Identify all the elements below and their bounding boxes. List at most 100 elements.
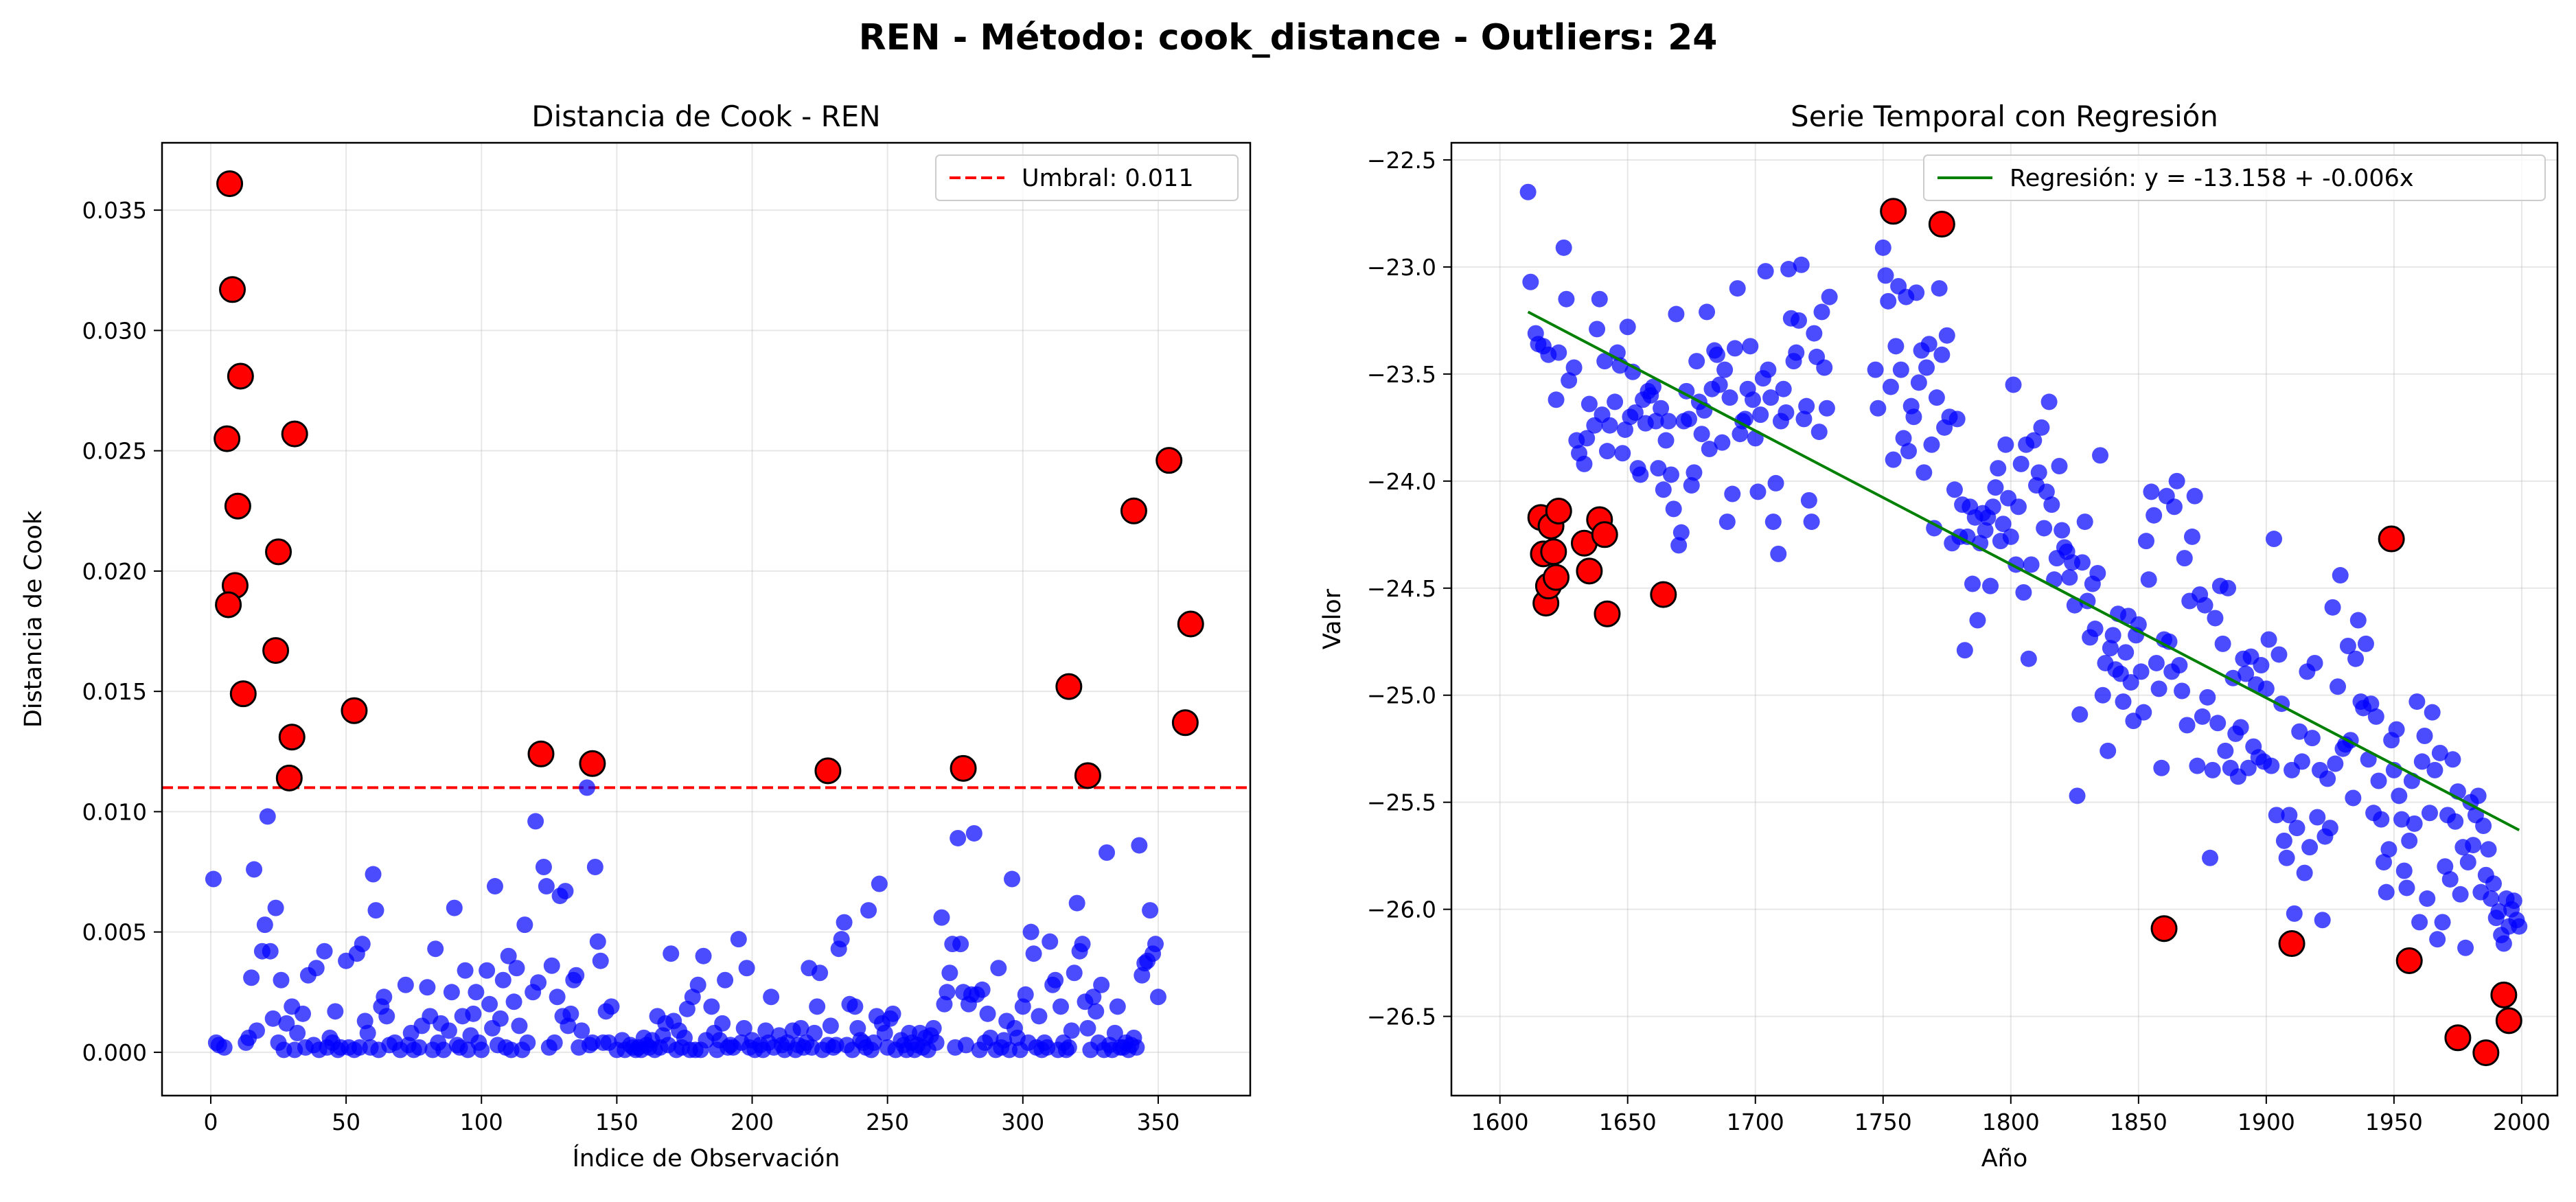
data-point [1956, 642, 1973, 659]
data-point [1790, 312, 1807, 329]
data-point [1681, 411, 1698, 428]
data-point [1632, 466, 1649, 483]
outlier-point [214, 425, 241, 452]
data-point [2196, 597, 2213, 614]
outlier-point [1055, 673, 1083, 700]
data-point [933, 909, 950, 926]
data-point [465, 1005, 482, 1022]
data-point [833, 931, 850, 948]
data-point [1074, 936, 1091, 953]
data-point [2357, 635, 2374, 652]
data-point [2253, 657, 2270, 674]
outlier-point [2472, 1039, 2500, 1067]
data-point [1716, 361, 1734, 378]
data-point [1106, 1024, 1123, 1041]
data-point [958, 1037, 975, 1054]
data-point [792, 1019, 809, 1037]
data-point [2441, 870, 2459, 888]
data-point [2025, 432, 2043, 449]
x-tick-label: 100 [460, 1109, 503, 1135]
data-point [508, 960, 525, 977]
data-point [2475, 817, 2492, 834]
data-point [1977, 522, 1994, 539]
data-point [1920, 336, 1937, 353]
data-point [2286, 905, 2303, 922]
data-point [481, 995, 498, 1013]
data-point [308, 960, 325, 977]
data-point [2186, 487, 2203, 505]
outlier-point [278, 724, 306, 751]
data-point [2260, 631, 2277, 648]
data-point [1767, 474, 1784, 492]
x-tick-label: 300 [1001, 1109, 1044, 1135]
data-point [1726, 340, 1743, 357]
data-point [2281, 807, 2298, 824]
data-point [738, 960, 755, 977]
outlier-point [2495, 1007, 2522, 1035]
data-point [378, 1008, 395, 1025]
data-point [2033, 419, 2050, 436]
data-point [216, 1039, 233, 1056]
data-point [2431, 744, 2448, 761]
data-point [2176, 550, 2193, 567]
data-point [557, 883, 574, 900]
data-point [714, 1015, 731, 1032]
y-tick-label: 0.025 [82, 438, 147, 465]
data-point [2015, 584, 2032, 601]
data-point [1047, 971, 1064, 989]
data-point [928, 1034, 945, 1051]
data-point [1079, 1019, 1096, 1037]
data-point [1800, 492, 1817, 509]
data-point [2362, 695, 2380, 713]
data-point [500, 947, 517, 964]
data-point [367, 902, 384, 919]
data-point [2012, 455, 2029, 472]
data-point [1745, 391, 1762, 408]
data-point [486, 878, 503, 895]
data-point [492, 1010, 509, 1027]
data-point [443, 984, 460, 1001]
data-point [262, 943, 279, 960]
data-point [2447, 813, 2464, 830]
data-point [2345, 789, 2362, 807]
data-point [573, 1022, 590, 1039]
data-point [1984, 498, 2001, 516]
data-point [1708, 346, 1725, 363]
data-point [1580, 395, 1598, 413]
data-point [1749, 483, 1767, 500]
data-point [2480, 841, 2497, 858]
data-point [1657, 432, 1675, 449]
outlier-point [216, 170, 244, 198]
data-point [1918, 359, 1935, 376]
data-point [1655, 481, 1672, 498]
data-point [2073, 554, 2091, 571]
outlier-point [215, 591, 242, 619]
data-point [2137, 533, 2154, 550]
y-tick-label: −24.0 [1367, 468, 1436, 495]
data-point [1555, 239, 1572, 256]
data-point [2301, 839, 2319, 856]
data-point [440, 1022, 457, 1039]
data-point [2485, 875, 2502, 892]
data-point [1147, 936, 1164, 953]
y-tick-label: −24.5 [1367, 575, 1436, 602]
data-point [2401, 832, 2418, 849]
data-point [1619, 319, 1636, 336]
data-point [2020, 650, 2037, 667]
plot-frame [1450, 141, 2559, 1097]
data-point [1818, 400, 1835, 417]
x-tick-label: 1900 [2238, 1109, 2295, 1135]
data-point [1561, 372, 1578, 389]
x-tick-label: 1600 [1471, 1109, 1529, 1135]
data-point [1770, 545, 1787, 562]
data-point [1916, 464, 1933, 481]
data-point [2153, 759, 2170, 776]
data-point [1813, 303, 1830, 321]
outlier-point [1576, 557, 1603, 585]
data-point [1683, 477, 1700, 494]
data-point [516, 916, 533, 934]
data-point [1887, 338, 1905, 355]
data-point [2270, 646, 2288, 663]
x-tick-label: 350 [1136, 1109, 1180, 1135]
data-point [1558, 290, 1575, 308]
